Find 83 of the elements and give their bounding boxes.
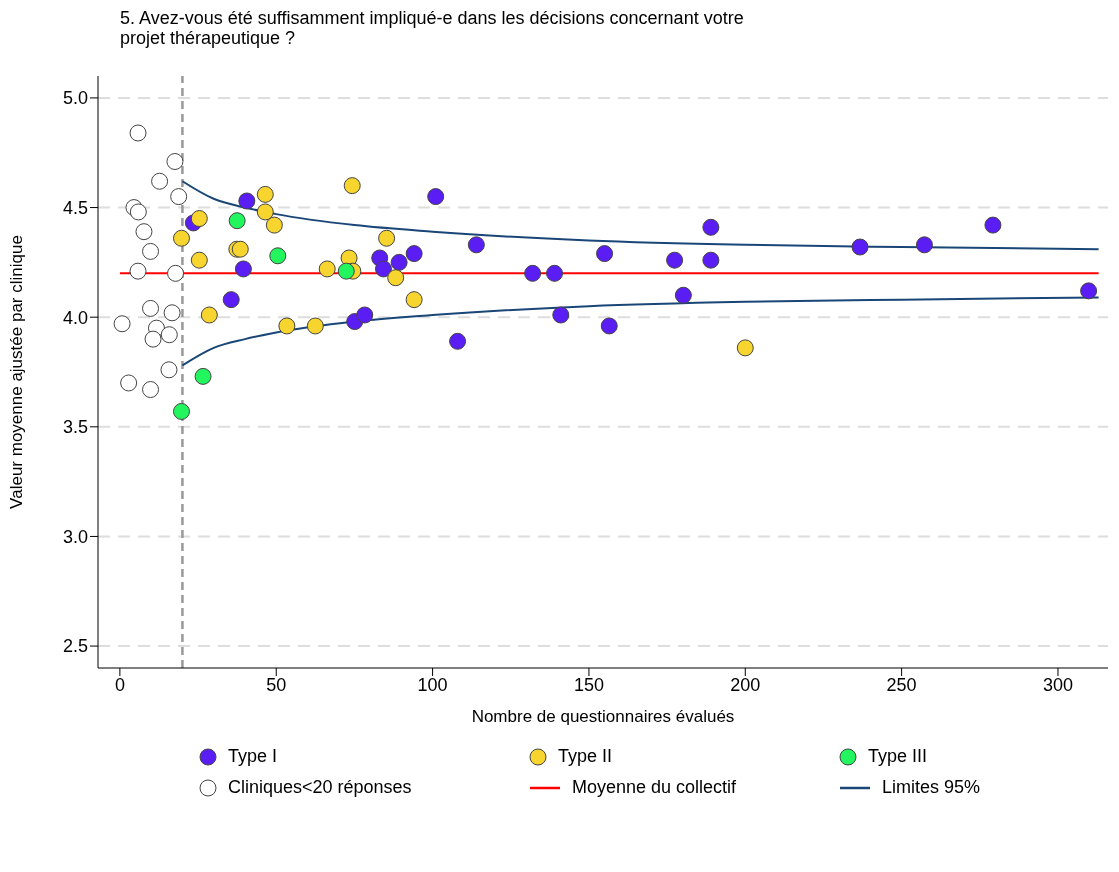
point: [172, 229, 190, 247]
point: [142, 242, 160, 260]
point: [238, 192, 256, 210]
point: [142, 299, 160, 317]
point: [390, 253, 408, 271]
point: [120, 374, 138, 392]
point: [160, 361, 178, 379]
point: [278, 317, 296, 335]
point: [163, 304, 181, 322]
point: [160, 326, 178, 344]
point: [194, 367, 212, 385]
point: [405, 245, 423, 263]
point: [915, 236, 933, 254]
point: [256, 203, 274, 221]
x-axis-title: Nombre de questionnaires évalués: [471, 707, 735, 726]
point: [427, 188, 445, 206]
point: [1080, 282, 1098, 300]
point: [596, 245, 614, 263]
x-tick-label: 250: [886, 674, 917, 695]
point: [190, 251, 208, 269]
point: [306, 317, 324, 335]
point: [167, 264, 185, 282]
line-series: [181, 180, 1100, 251]
point: [552, 306, 570, 324]
y-tick-label: 5.0: [62, 88, 88, 109]
point: [387, 269, 405, 287]
point: [144, 330, 162, 348]
point: [228, 212, 246, 230]
point: [172, 402, 190, 420]
point: [851, 238, 869, 256]
point: [449, 332, 467, 350]
point: [374, 260, 392, 278]
point: [190, 210, 208, 228]
point: [343, 177, 361, 195]
point: [269, 247, 287, 265]
point: [142, 381, 160, 399]
point: [337, 262, 355, 280]
point: [129, 203, 147, 221]
y-tick-label: 2.5: [62, 636, 88, 657]
point: [356, 306, 374, 324]
x-tick-label: 100: [417, 674, 448, 695]
legend-label: Cliniques<20 réponses: [228, 777, 412, 798]
point: [736, 339, 754, 357]
y-tick-label: 3.5: [62, 417, 88, 438]
x-tick-label: 50: [266, 674, 287, 695]
legend-label: Limites 95%: [882, 777, 981, 798]
point: [318, 260, 336, 278]
point: [467, 236, 485, 254]
point: [234, 260, 252, 278]
y-tick-label: 4.0: [62, 307, 88, 328]
legend-label: Type III: [868, 746, 928, 767]
point: [600, 317, 618, 335]
point: [524, 264, 542, 282]
point: [256, 185, 274, 203]
point: [546, 264, 564, 282]
y-axis-title: Valeur moyenne ajustée par clinique: [7, 235, 27, 509]
point: [666, 251, 684, 269]
y-tick-label: 3.0: [62, 526, 88, 547]
chart-title: 5. Avez-vous été suffisamment impliqué-e dans les décisions concernant votre projet thérapeutique ?: [120, 8, 745, 48]
point: [135, 223, 153, 241]
point: [702, 251, 720, 269]
point: [170, 188, 188, 206]
point: [378, 229, 396, 247]
point: [166, 153, 184, 171]
legend-label: Type II: [558, 746, 613, 767]
x-tick-label: 150: [573, 674, 604, 695]
point: [405, 291, 423, 309]
point: [113, 315, 131, 333]
x-tick-label: 300: [1042, 674, 1073, 695]
y-tick-label: 4.5: [62, 197, 88, 218]
point: [674, 286, 692, 304]
point: [265, 216, 283, 234]
point: [222, 291, 240, 309]
point: [984, 216, 1002, 234]
point: [702, 218, 720, 236]
x-tick-label: 0: [114, 674, 125, 695]
point: [129, 262, 147, 280]
point: [129, 124, 147, 142]
legend-label: Moyenne du collectif: [572, 777, 737, 798]
point: [200, 306, 218, 324]
point: [151, 172, 169, 190]
x-tick-label: 200: [730, 674, 761, 695]
legend-label: Type I: [228, 746, 278, 767]
